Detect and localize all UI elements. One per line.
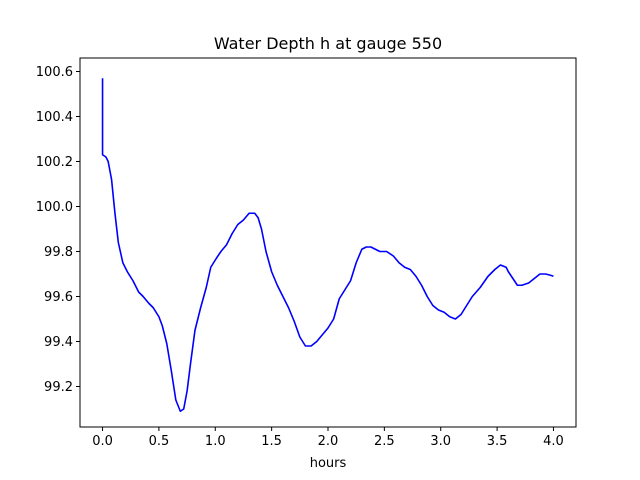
y-tick-label: 99.2: [44, 380, 73, 395]
y-tick-label: 100.2: [36, 155, 73, 170]
x-tick-label: 1.5: [261, 434, 282, 449]
chart-title: Water Depth h at gauge 550: [214, 34, 442, 53]
x-tick-label: 2.5: [374, 434, 395, 449]
x-tick-label: 3.5: [487, 434, 508, 449]
x-tick-label: 2.0: [318, 434, 339, 449]
y-tick-label: 99.4: [44, 335, 73, 350]
x-tick-label: 4.0: [543, 434, 564, 449]
x-axis-label: hours: [310, 456, 347, 471]
x-tick-label: 3.0: [430, 434, 451, 449]
y-tick-label: 100.0: [36, 200, 73, 215]
series-line-0: [101, 78, 554, 413]
plot-frame: [79, 57, 577, 428]
ticks-layer: 0.0 0.5 1.0 1.5 2.0 2.5 3.0 3.5 4.0 99.2 99.4 99.6 9…: [36, 65, 564, 449]
y-tick-label: 99.6: [44, 290, 73, 305]
series-layer: [101, 78, 554, 413]
x-tick-label: 1.0: [205, 434, 226, 449]
y-tick-label: 99.8: [44, 245, 73, 260]
y-tick-label: 100.6: [36, 65, 73, 80]
x-tick-label: 0.5: [149, 434, 170, 449]
x-tick-label: 0.0: [92, 434, 113, 449]
y-tick-label: 100.4: [36, 110, 73, 125]
